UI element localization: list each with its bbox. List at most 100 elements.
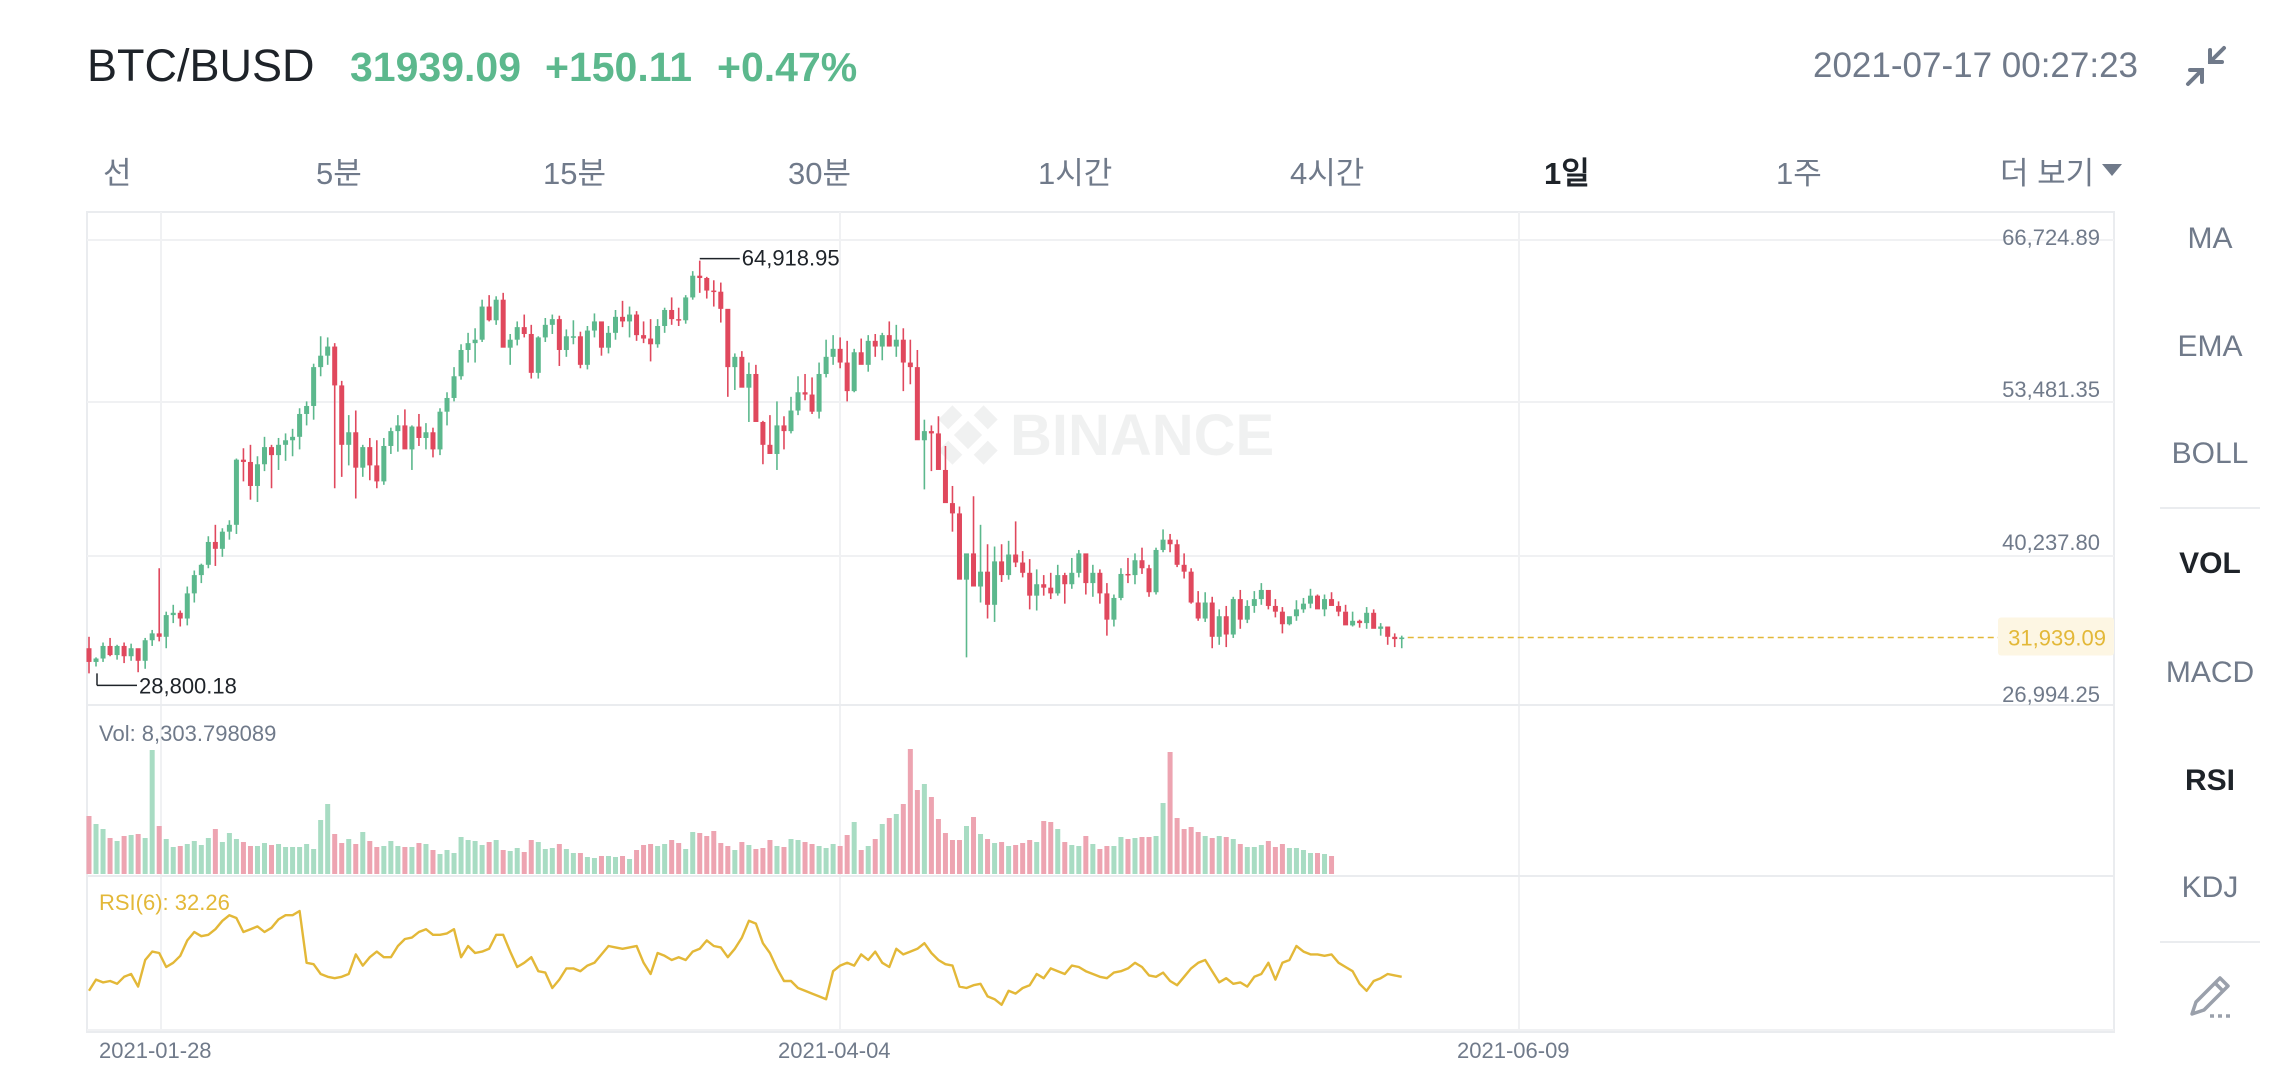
volume-bar <box>1230 839 1236 874</box>
candle-body <box>907 362 913 368</box>
volume-bar <box>100 829 106 874</box>
volume-bar <box>1167 752 1173 874</box>
candle-body <box>1272 605 1278 612</box>
volume-bar <box>1329 856 1335 874</box>
axis-labels: 66,724.89 53,481.35 40,237.80 26,994.25 2021… <box>96 225 2114 1063</box>
candle-body <box>1104 593 1110 620</box>
timeframe-15m[interactable]: 15분 <box>543 156 607 191</box>
candle-body <box>1336 605 1342 612</box>
more-timeframes[interactable]: 더 보기 <box>2000 148 2123 193</box>
candle-body <box>556 319 562 350</box>
candle-body <box>304 405 310 414</box>
candle-body <box>128 648 134 657</box>
pair-symbol[interactable]: BTC/BUSD <box>87 40 315 91</box>
timeframe-1h[interactable]: 1시간 <box>1038 156 1113 191</box>
candle-body <box>170 612 176 616</box>
timeframe-4h[interactable]: 4시간 <box>1290 156 1365 191</box>
volume-bar <box>732 850 738 874</box>
volume-bar <box>121 836 127 874</box>
volume-bar <box>269 845 275 874</box>
date-tick-label: 2021-01-28 <box>99 1038 212 1063</box>
candle-body <box>219 531 225 549</box>
volume-bar <box>985 839 991 874</box>
candle-body <box>149 633 155 641</box>
volume-bar <box>655 846 661 874</box>
volume-bar <box>163 839 169 874</box>
volume-bar <box>107 838 113 874</box>
candle-body <box>732 356 738 368</box>
candle-body <box>1118 573 1124 598</box>
candle-body <box>367 447 373 466</box>
last-price: 31939.09 <box>350 44 522 90</box>
volume-bar <box>956 840 962 874</box>
timeframe-5m[interactable]: 5분 <box>316 156 362 191</box>
candle-body <box>655 325 661 345</box>
candle-body <box>381 445 387 482</box>
volume-bar <box>563 849 569 874</box>
timeframe-line[interactable]: 선 <box>103 156 132 191</box>
indicator-ema[interactable]: EMA <box>2177 330 2243 363</box>
volume-bar <box>353 844 359 874</box>
candle-body <box>1097 572 1103 594</box>
volume-bar <box>311 849 317 874</box>
candle-body <box>767 444 773 454</box>
candle-body <box>1034 584 1040 596</box>
volume-bar <box>978 834 984 874</box>
candle-body <box>577 336 583 365</box>
volume-bar <box>676 843 682 874</box>
candle-body <box>605 332 611 348</box>
volume-bar <box>86 816 92 874</box>
volume-bar <box>928 797 934 874</box>
candle-body <box>1223 616 1229 635</box>
timeframe-1d[interactable]: 1일 <box>1544 156 1590 191</box>
candle-body <box>507 339 513 348</box>
volume-bar <box>1265 841 1271 874</box>
price-tick-label: 53,481.35 <box>2002 377 2100 402</box>
volume-bar <box>1223 837 1229 874</box>
indicator-rsi[interactable]: RSI <box>2184 764 2235 797</box>
volume-bar <box>992 843 998 874</box>
candle-body <box>669 309 675 320</box>
price-chart[interactable]: BINANCE 66,724.89 53,481.35 40,237.80 26,99… <box>0 0 2150 1080</box>
volume-bar <box>346 839 352 874</box>
candle-body <box>1293 609 1299 617</box>
pencil-draw-icon[interactable] <box>2184 970 2236 1022</box>
volume-bar <box>549 848 555 874</box>
timeframe-1w[interactable]: 1주 <box>1776 156 1822 191</box>
candle-body <box>1209 602 1215 637</box>
candle-body <box>121 645 127 657</box>
collapse-arrows-icon[interactable] <box>2182 42 2230 90</box>
indicator-vol[interactable]: VOL <box>2179 547 2241 580</box>
candle-body <box>1251 599 1257 606</box>
last-price-label: 31,939.09 <box>2008 625 2106 650</box>
timeframe-30m[interactable]: 30분 <box>788 156 852 191</box>
volume-bar <box>872 839 878 874</box>
volume-bar <box>212 829 218 874</box>
candle-body <box>297 413 303 437</box>
indicator-kdj[interactable]: KDJ <box>2181 871 2239 904</box>
indicator-macd[interactable]: MACD <box>2165 656 2255 689</box>
candle-body <box>528 333 534 373</box>
volume-bar <box>914 790 920 874</box>
volume-bar <box>704 836 710 874</box>
volume-bar <box>1006 846 1012 874</box>
volume-bar <box>1097 849 1103 874</box>
volume-bar <box>662 844 668 874</box>
indicator-ma[interactable]: MA <box>2187 222 2233 255</box>
candle-body <box>570 336 576 338</box>
ticker-header: BTC/BUSD 31939.09 +150.11 +0.47% 2021-07… <box>0 0 2280 130</box>
volume-bar <box>325 804 331 874</box>
volume-bar <box>851 822 857 874</box>
volume-bar <box>907 749 913 874</box>
volume-bar <box>493 840 499 874</box>
indicator-boll[interactable]: BOLL <box>2171 437 2249 470</box>
candle-body <box>493 299 499 321</box>
candle-body <box>1350 620 1356 626</box>
candle-body <box>1083 553 1089 584</box>
candle-body <box>1307 595 1313 604</box>
candle-body <box>1020 562 1026 573</box>
rsi-label: RSI(6): 32.26 <box>99 890 230 915</box>
volume-bar <box>135 834 141 874</box>
candle-body <box>402 425 408 450</box>
candle-body <box>942 469 948 504</box>
